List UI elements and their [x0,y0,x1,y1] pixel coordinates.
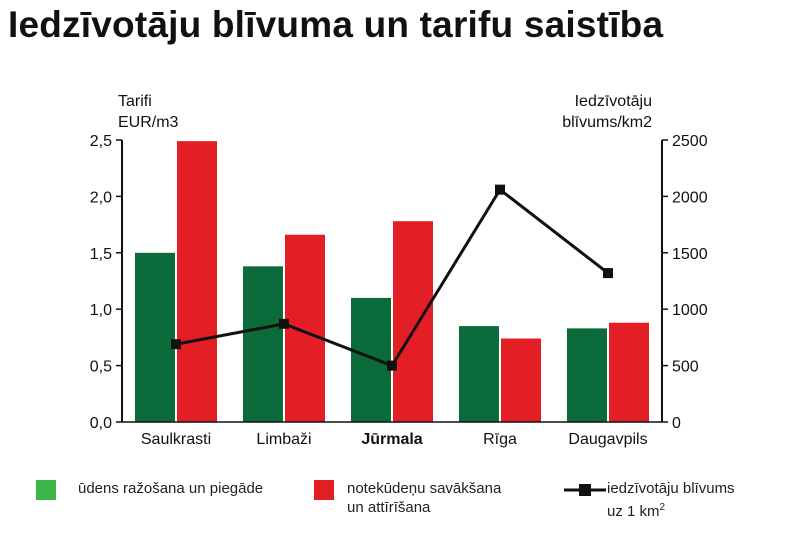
x-tick-label-5: Daugavpils [568,431,647,448]
legend-line-marker-icon [564,484,606,496]
left-tick-label-2: 1,0 [90,302,112,319]
legend-label-density-2-sup: 2 [659,502,666,513]
right-tick-label-0: 0 [672,415,681,432]
bar-sewage-1 [177,141,217,423]
legend-label-density-2: uz 1 km2 [607,498,665,521]
left-tick-label-5: 2,5 [90,133,112,150]
legend-swatch-green [36,480,56,500]
left-tick-label-4: 2,0 [90,189,112,206]
density-point-3 [387,360,397,371]
bar-sewage-4 [501,338,541,422]
bar-water-1 [135,252,175,422]
right-axis-title-line-1: Iedzīvotāju [575,93,652,110]
labels-group: Saulkrasti Limbaži Jūrmala Rīga Daugavpils 0,… [90,93,708,448]
legend-label-sewage-1: notekūdeņu savākšana [347,480,502,497]
x-tick-label-3: Jūrmala [361,431,422,448]
left-axis-title-line-1: Tarifi [118,93,152,110]
legend-swatch-red [314,480,334,500]
bar-sewage-5 [609,322,649,422]
axes-group [116,139,668,423]
bars-group [135,141,649,423]
legend-label-density-2-text: uz 1 km [607,503,660,520]
right-axis-title-line-2: blīvums/km2 [562,114,652,131]
legend-item-water: ūdens ražošana un piegāde [36,478,316,502]
right-tick-label-2: 1000 [672,302,708,319]
legend-item-sewage: notekūdeņu savākšana un attīrīšana [314,478,554,522]
legend-label-sewage-2: un attīrīšana [347,499,431,516]
left-tick-label-0: 0,0 [90,415,112,432]
density-point-1 [171,339,181,350]
left-tick-label-3: 1,5 [90,246,112,263]
right-tick-label-5: 2500 [672,133,708,150]
chart-title: Iedzīvotāju blīvuma un tarifu saistība [8,4,664,45]
right-tick-label-4: 2000 [672,189,708,206]
density-point-4 [495,184,505,195]
left-axis-title-line-2: EUR/m3 [118,114,179,131]
bar-water-5 [567,328,607,422]
right-tick-label-3: 1500 [672,246,708,263]
density-line [175,188,609,368]
right-tick-label-1: 500 [672,359,699,376]
left-tick-label-1: 0,5 [90,359,112,376]
x-tick-label-2: Limbaži [256,431,311,448]
density-line-group [171,184,613,371]
bar-water-4 [459,326,499,422]
bar-sewage-3 [393,221,433,422]
bar-water-2 [243,266,283,422]
bar-sewage-2 [285,234,325,422]
legend-item-density: iedzīvotāju blīvums uz 1 km2 [562,478,792,524]
bar-water-3 [351,297,391,422]
x-tick-label-1: Saulkrasti [141,431,211,448]
x-tick-label-4: Rīga [483,431,517,448]
legend-label-density-1: iedzīvotāju blīvums [607,480,735,497]
density-point-5 [603,268,613,279]
legend-label-water: ūdens ražošana un piegāde [78,480,264,497]
density-point-2 [279,318,289,329]
